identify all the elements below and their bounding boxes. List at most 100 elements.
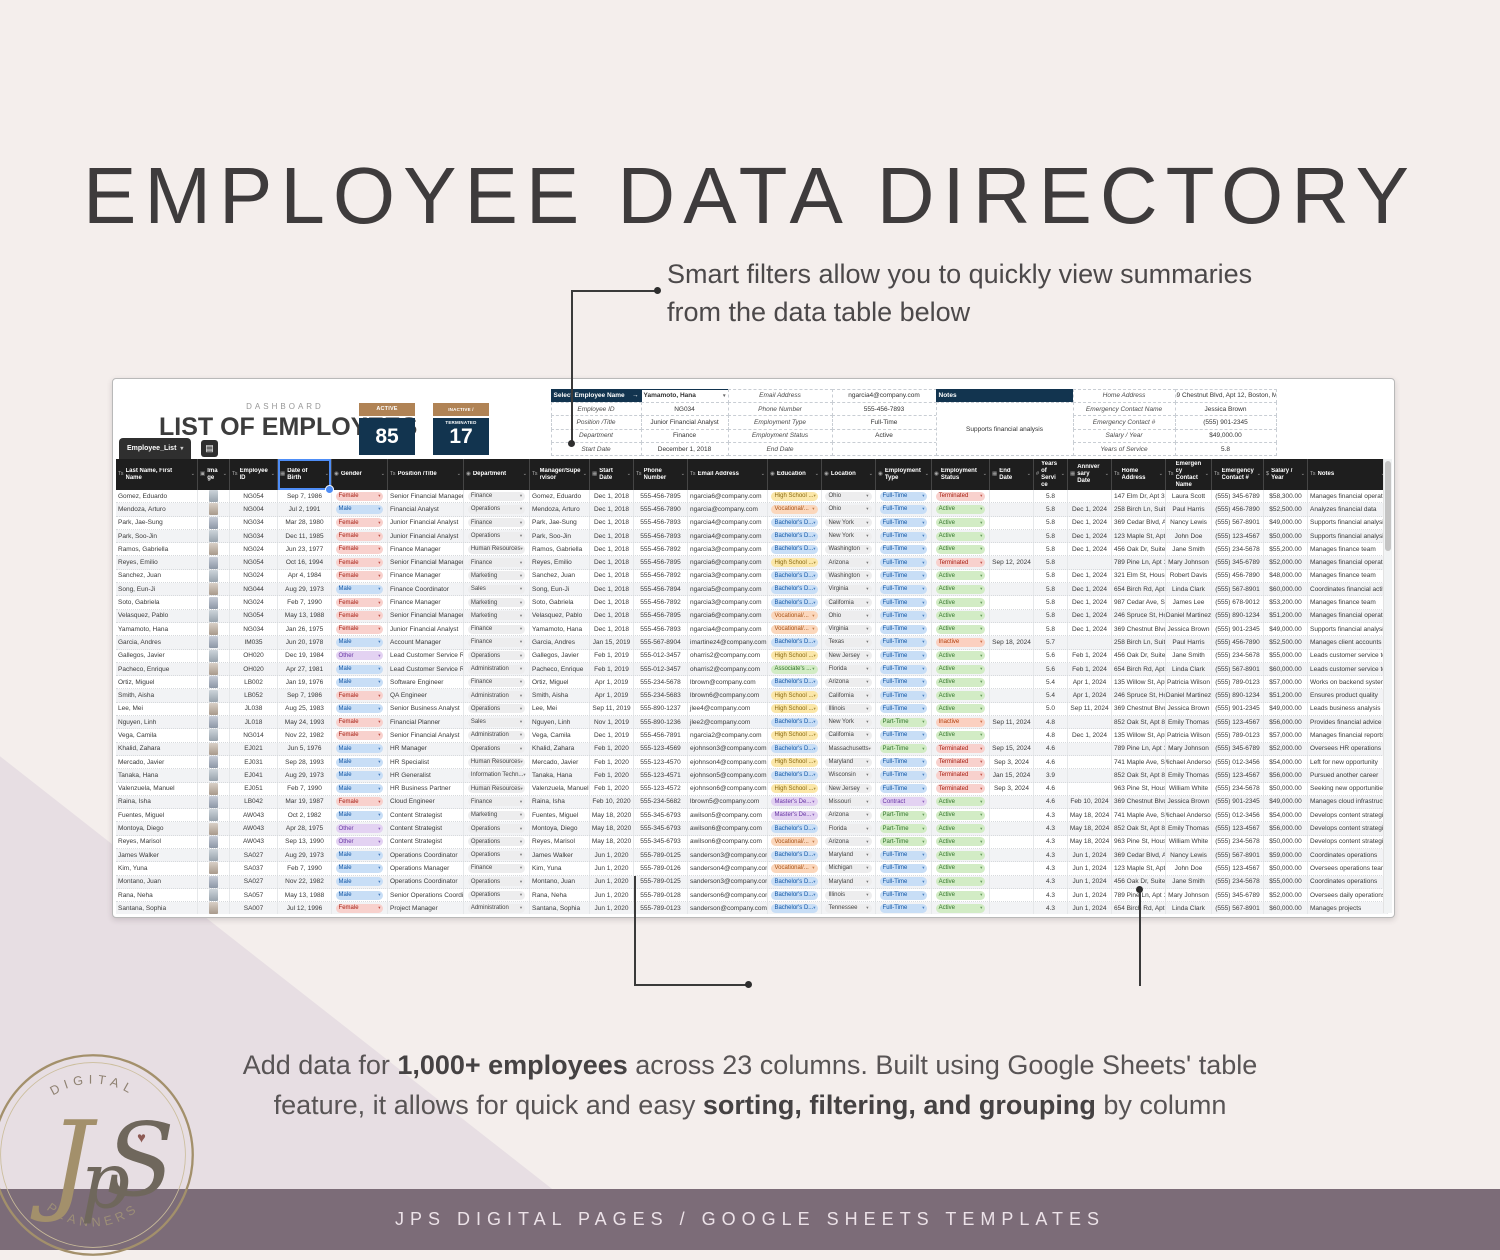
- table-cell[interactable]: Rana, Neha: [530, 888, 590, 902]
- education-chip[interactable]: Vocational/... ▾: [771, 624, 818, 634]
- table-cell[interactable]: Oversees operations team: [1308, 862, 1388, 875]
- gender-chip[interactable]: Male ▾: [335, 757, 384, 767]
- table-cell[interactable]: awilson6@company.com: [688, 822, 768, 835]
- chevron-down-icon[interactable]: ⌄: [522, 471, 527, 477]
- chevron-down-icon[interactable]: ⌄: [924, 471, 929, 477]
- table-cell[interactable]: Emily Thomas: [1166, 822, 1212, 835]
- table-cell[interactable]: Finance Manager: [388, 596, 464, 609]
- table-cell[interactable]: sanderson@company.com: [688, 902, 768, 914]
- table-cell[interactable]: Marketing ▾: [464, 609, 530, 622]
- table-cell[interactable]: Jane Smith: [1166, 875, 1212, 888]
- table-cell[interactable]: sanderson6@company.com: [688, 888, 768, 902]
- column-header-date-of-birth[interactable]: ▦ Date of Birth ⌄: [278, 459, 334, 494]
- table-cell[interactable]: Active ▾: [932, 649, 990, 662]
- table-cell[interactable]: Virginia ▾: [822, 583, 876, 596]
- table-cell[interactable]: Reyes, Marisol: [116, 835, 198, 849]
- table-cell[interactable]: May 18, 2024: [1068, 835, 1112, 849]
- table-cell[interactable]: Patricia Wilson: [1166, 676, 1212, 689]
- table-cell[interactable]: $60,000.00: [1264, 902, 1308, 914]
- table-cell[interactable]: $56,000.00: [1264, 769, 1308, 782]
- emptype-chip[interactable]: Full-Time ▾: [879, 850, 928, 860]
- table-cell[interactable]: [990, 543, 1034, 556]
- table-cell[interactable]: May 18, 2024: [1068, 822, 1112, 835]
- status-chip[interactable]: Active ▾: [935, 544, 986, 554]
- gender-chip[interactable]: Female ▾: [335, 544, 384, 554]
- table-cell[interactable]: Maryland ▾: [822, 755, 876, 769]
- table-cell[interactable]: Full-Time ▾: [876, 849, 932, 862]
- table-cell[interactable]: Feb 10, 2020: [590, 795, 634, 809]
- table-cell[interactable]: Linda Clark: [1166, 583, 1212, 596]
- table-cell[interactable]: Female ▾: [332, 902, 388, 914]
- emptype-chip[interactable]: Full-Time ▾: [879, 624, 928, 634]
- table-cell[interactable]: 963 Pine St, House: [1112, 835, 1166, 849]
- table-cell[interactable]: $53,200.00: [1264, 596, 1308, 609]
- table-cell[interactable]: May 13, 1988: [278, 888, 332, 902]
- table-cell[interactable]: Feb 7, 1990: [278, 782, 332, 795]
- table-cell[interactable]: Active ▾: [932, 835, 990, 849]
- table-cell[interactable]: (555) 789-0123: [1212, 729, 1264, 742]
- table-cell[interactable]: NG014: [230, 729, 278, 742]
- education-chip[interactable]: High School ... ▾: [771, 558, 818, 568]
- table-cell[interactable]: Apr 1, 2024: [1068, 689, 1112, 702]
- education-chip[interactable]: Vocational/... ▾: [771, 504, 818, 514]
- table-cell[interactable]: [990, 490, 1034, 503]
- dropdown-chip[interactable]: Missouri ▾: [825, 797, 872, 807]
- status-chip[interactable]: Active ▾: [935, 863, 986, 873]
- emptype-chip[interactable]: Part-Time ▾: [879, 824, 928, 834]
- dropdown-chip[interactable]: Arizona ▾: [825, 558, 872, 568]
- table-cell[interactable]: Manages financial operations: [1308, 609, 1388, 622]
- table-cell[interactable]: [990, 662, 1034, 676]
- table-cell[interactable]: Nancy Lewis: [1166, 516, 1212, 529]
- table-cell[interactable]: Park, Jae-Sung: [530, 516, 590, 529]
- table-cell[interactable]: Missouri ▾: [822, 795, 876, 809]
- table-cell[interactable]: May 18, 2020: [590, 835, 634, 849]
- table-cell[interactable]: (555) 890-1234: [1212, 689, 1264, 702]
- table-cell[interactable]: (555) 234-5678: [1212, 875, 1264, 888]
- table-cell[interactable]: High School ... ▾: [768, 755, 822, 769]
- emptype-chip[interactable]: Full-Time ▾: [879, 531, 928, 541]
- table-cell[interactable]: Texas ▾: [822, 636, 876, 649]
- table-cell[interactable]: [198, 888, 230, 902]
- table-cell[interactable]: [990, 583, 1034, 596]
- table-cell[interactable]: Oct 16, 1994: [278, 556, 332, 569]
- dropdown-chip[interactable]: California ▾: [825, 691, 872, 701]
- table-cell[interactable]: [198, 622, 230, 636]
- table-cell[interactable]: sanderson4@company.com: [688, 862, 768, 875]
- chevron-down-icon[interactable]: ⌄: [1060, 471, 1065, 477]
- table-cell[interactable]: 5.4: [1034, 689, 1068, 702]
- table-cell[interactable]: (555) 456-7890: [1212, 569, 1264, 583]
- table-cell[interactable]: Male ▾: [332, 583, 388, 596]
- emptype-chip[interactable]: Full-Time ▾: [879, 571, 928, 581]
- table-cell[interactable]: California ▾: [822, 689, 876, 702]
- emptype-chip[interactable]: Full-Time ▾: [879, 584, 928, 594]
- table-cell[interactable]: Junior Financial Analyst: [388, 529, 464, 543]
- table-cell[interactable]: ngarcia6@company.com: [688, 490, 768, 503]
- status-chip[interactable]: Active ▾: [935, 877, 986, 887]
- table-cell[interactable]: Ortiz, Miguel: [530, 676, 590, 689]
- table-cell[interactable]: Operations Coordinator: [388, 849, 464, 862]
- column-header-position-title[interactable]: Ts Position /Title ⌄: [388, 459, 464, 490]
- table-cell[interactable]: Active ▾: [932, 822, 990, 835]
- table-cell[interactable]: Bachelor's D... ▾: [768, 875, 822, 888]
- table-cell[interactable]: awilson6@company.com: [688, 835, 768, 849]
- column-header-years-of-service[interactable]: # Years of Service ⌄: [1034, 459, 1068, 490]
- table-cell[interactable]: Daniel Martinez: [1166, 689, 1212, 702]
- table-cell[interactable]: (555) 456-7890: [1212, 503, 1264, 516]
- chevron-down-icon[interactable]: ⌄: [1158, 471, 1163, 477]
- table-cell[interactable]: Sep 12, 2024: [990, 556, 1034, 569]
- table-cell[interactable]: Male ▾: [332, 849, 388, 862]
- table-cell[interactable]: ejohnson5@company.com: [688, 769, 768, 782]
- table-cell[interactable]: IM035: [230, 636, 278, 649]
- column-header-department[interactable]: ◉ Department ⌄: [464, 459, 530, 490]
- table-cell[interactable]: Full-Time ▾: [876, 543, 932, 556]
- dropdown-chip[interactable]: Administration ▾: [467, 691, 526, 701]
- table-cell[interactable]: Ohio ▾: [822, 490, 876, 503]
- table-cell[interactable]: Ortiz, Miguel: [116, 676, 198, 689]
- table-cell[interactable]: Smith, Aisha: [116, 689, 198, 702]
- table-cell[interactable]: Sep 28, 1993: [278, 755, 332, 769]
- education-chip[interactable]: Bachelor's D... ▾: [771, 571, 818, 581]
- table-cell[interactable]: 3.9: [1034, 769, 1068, 782]
- table-cell[interactable]: 555-456-7892: [634, 596, 688, 609]
- gender-chip[interactable]: Male ▾: [335, 784, 384, 794]
- table-cell[interactable]: $52,000.00: [1264, 888, 1308, 902]
